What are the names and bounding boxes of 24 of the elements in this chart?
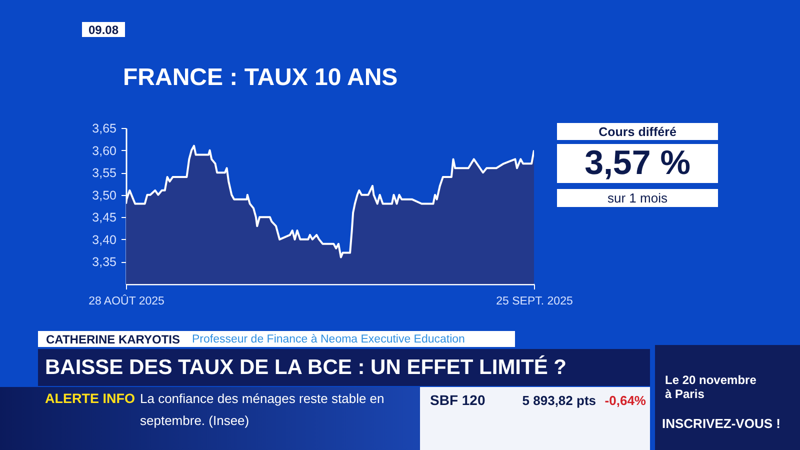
text: 09.08 <box>88 23 119 37</box>
text: Professeur de Finance à Neoma Executive Education <box>192 334 465 346</box>
text: sur 1 mois <box>608 190 668 206</box>
y-tick-label: 3,65 <box>92 122 117 136</box>
text: BAISSE DES TAUX DE LA BCE : UN EFFET LIMITÉ ? <box>45 355 567 379</box>
x-tick-label: 25 SEPT. 2025 <box>496 296 573 308</box>
text: 3,57 % <box>584 144 690 182</box>
text: Cours différé <box>598 125 676 139</box>
y-tick-label: 3,45 <box>92 210 117 225</box>
text: 5 893,82 pts <box>522 393 596 408</box>
text: La confiance des ménages reste stable en septembre. (Insee) <box>140 391 384 428</box>
text: Le 20 novembre à Paris <box>665 373 757 401</box>
text: SBF 120 <box>430 392 486 408</box>
text: INSCRIVEZ-VOUS ! <box>662 416 780 431</box>
text: ALERTE INFO <box>45 391 135 406</box>
y-tick-label: 3,50 <box>92 188 117 202</box>
y-tick-label: 3,35 <box>92 255 117 270</box>
x-tick-label: 28 AOÛT 2025 <box>88 294 164 308</box>
text: CATHERINE KARYOTIS <box>46 332 180 346</box>
chart-title: FRANCE : TAUX 10 ANS <box>123 64 398 91</box>
y-tick-label: 3,40 <box>92 232 117 247</box>
text: -0,64% <box>604 393 646 408</box>
y-tick-label: 3,60 <box>92 144 117 158</box>
y-tick-label: 3,55 <box>92 166 117 180</box>
